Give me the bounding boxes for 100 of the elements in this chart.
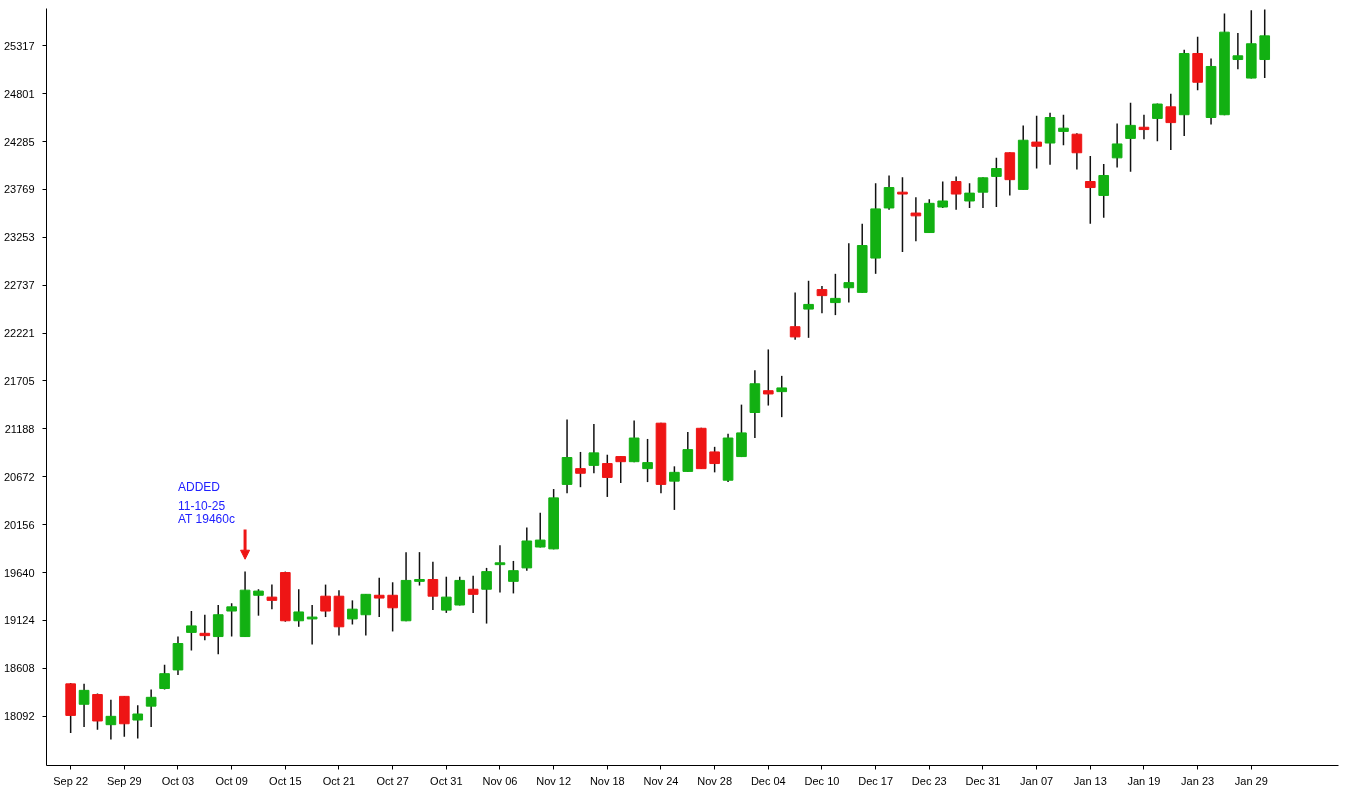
candlestick <box>360 593 372 637</box>
candlestick <box>1058 113 1069 147</box>
candlestick <box>762 348 774 407</box>
candlestick <box>601 453 613 498</box>
y-tick-label: 24285 <box>3 135 35 148</box>
candlestick <box>937 180 949 209</box>
candlestick <box>414 551 425 587</box>
candlestick <box>843 242 855 304</box>
candlestick <box>883 174 895 211</box>
y-tick-label: 18608 <box>3 662 35 675</box>
y-tick-label: 19640 <box>3 566 35 579</box>
candlestick <box>950 175 962 211</box>
candlestick <box>669 465 680 511</box>
candlestick <box>212 604 224 655</box>
candlestick <box>682 431 694 473</box>
y-tick-label: 21705 <box>3 374 35 387</box>
candlestick <box>1084 155 1096 225</box>
candlestick <box>588 423 600 475</box>
y-tick-label: 19124 <box>3 614 35 627</box>
x-tick-label: Jan 23 <box>1181 774 1215 787</box>
candlestick <box>145 688 157 728</box>
candlestick <box>481 567 492 625</box>
candlestick <box>159 664 170 691</box>
x-tick-label: Oct 31 <box>430 774 463 787</box>
x-tick-label: Dec 17 <box>858 774 894 787</box>
x-tick-label: Sep 22 <box>53 774 89 787</box>
candlestick <box>105 698 117 741</box>
candlestick <box>964 182 975 209</box>
x-tick-label: Nov 24 <box>643 774 679 787</box>
x-tick-label: Nov 12 <box>536 774 572 787</box>
x-tick-label: Dec 10 <box>804 774 840 787</box>
x-tick-label: Sep 29 <box>106 774 142 787</box>
candlestick <box>427 561 439 611</box>
x-tick-label: Jan 13 <box>1073 774 1107 787</box>
y-tick-label: 20156 <box>3 518 35 531</box>
candlestick <box>1071 132 1083 171</box>
y-tick-label: 23253 <box>3 231 35 244</box>
x-tick-label: Jan 29 <box>1234 774 1268 787</box>
candlestick <box>575 451 586 488</box>
candlestick <box>387 581 398 633</box>
candlestick <box>132 704 144 740</box>
candlestick <box>709 446 720 474</box>
candlestick <box>78 683 90 728</box>
candlestick <box>440 575 452 614</box>
candlestick <box>199 614 211 642</box>
candlestick <box>1138 113 1150 141</box>
candlestick <box>508 560 519 595</box>
x-tick-label: Dec 23 <box>911 774 947 787</box>
y-tick-label: 22221 <box>3 327 35 340</box>
candlestick <box>628 419 640 463</box>
candlestick <box>347 599 358 626</box>
candlestick <box>642 438 653 483</box>
x-tick-label: Dec 04 <box>750 774 786 787</box>
candlestick <box>494 544 506 594</box>
candlestick <box>615 455 627 484</box>
x-tick-label: Oct 15 <box>269 774 302 787</box>
candlestick <box>910 196 922 243</box>
x-tick-label: Dec 31 <box>965 774 1001 787</box>
candlestick <box>1125 101 1136 173</box>
candlestick <box>253 588 264 617</box>
candlestick <box>293 588 305 628</box>
candlestick <box>534 511 546 549</box>
candlestick <box>1031 114 1042 170</box>
candlestick <box>186 610 197 652</box>
candlestick <box>991 157 1002 208</box>
candlestick <box>1259 8 1271 79</box>
x-tick-label: Nov 06 <box>482 774 518 787</box>
x-tick-label: Oct 27 <box>376 774 409 787</box>
candlestick <box>816 285 828 314</box>
x-tick-label: Jan 19 <box>1127 774 1161 787</box>
candlestick <box>320 583 331 618</box>
y-tick-label: 21188 <box>4 422 35 435</box>
candlestick <box>736 403 747 458</box>
y-tick-label: 22737 <box>3 279 35 292</box>
candlestick <box>1098 163 1110 219</box>
candlestick <box>373 576 385 618</box>
candlestick <box>226 602 237 638</box>
y-tick-label: 20672 <box>3 470 35 483</box>
x-tick-label: Nov 18 <box>589 774 625 787</box>
annotation: ADDED 11-10-25 AT 19460c <box>177 480 235 526</box>
x-tick-label: Oct 21 <box>322 774 356 787</box>
candlestick <box>266 583 278 610</box>
candlestick <box>803 280 814 339</box>
y-tick-label: 18092 <box>3 710 35 723</box>
candlestick <box>467 575 479 614</box>
candlestick <box>776 375 788 418</box>
x-tick-label: Nov 28 <box>697 774 733 787</box>
y-tick-label: 25317 <box>3 39 35 52</box>
x-tick-label: Jan 07 <box>1020 774 1054 787</box>
candlestick <box>897 176 908 253</box>
candlestick <box>1152 102 1163 142</box>
candlestick <box>1165 93 1177 151</box>
candlestick <box>1232 32 1244 71</box>
candlestick <box>977 176 989 209</box>
candlestick <box>789 291 801 341</box>
y-tick-label: 23769 <box>3 183 35 196</box>
y-tick-label: 24801 <box>3 87 35 100</box>
candlestick <box>830 273 841 316</box>
x-tick-label: Oct 09 <box>215 774 248 787</box>
candlestick <box>306 604 318 646</box>
